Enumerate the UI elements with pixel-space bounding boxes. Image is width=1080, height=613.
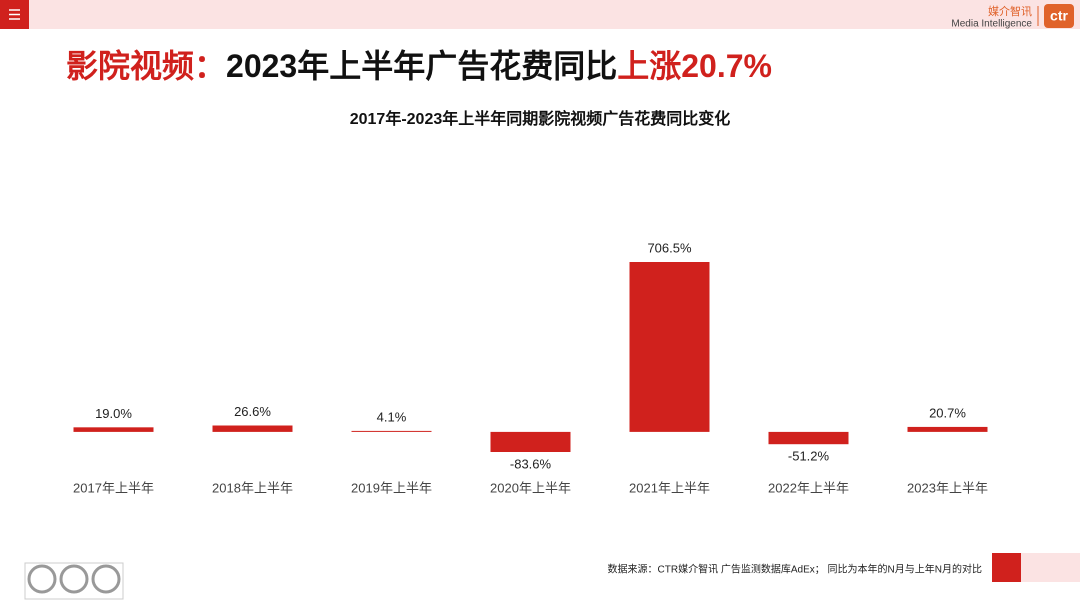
top-bar [0,0,1080,29]
data-label: 26.6% [234,404,271,419]
data-label: -83.6% [510,456,552,471]
x-tick-label: 2022年上半年 [768,480,849,495]
bar [351,430,432,432]
plot: 19.0% 2017年上半年 26.6% 2018年上半年 4.1% 2019年上半年 -8… [73,240,988,495]
x-tick-label: 2021年上半年 [629,480,710,495]
headline-prefix: 影院视频： [66,48,226,84]
data-label: 19.0% [95,406,132,421]
chart-title: 2017年-2023年上半年同期影院视频广告花费同比变化 [350,109,731,128]
certification-badges [24,562,124,600]
footer-block [992,553,1021,582]
bar [907,426,988,432]
x-tick-label: 2018年上半年 [212,480,293,495]
menu-icon [9,9,20,20]
data-label: 4.1% [377,409,407,424]
bar [212,425,293,432]
headline-highlight: 上涨20.7% [617,48,772,84]
bar [768,431,849,445]
bar [490,431,571,452]
x-tick-label: 2020年上半年 [490,480,571,495]
x-tick-label: 2017年上半年 [73,480,154,495]
footer-bar [1021,553,1080,582]
brand-en: Media Intelligence [951,19,1032,30]
logo: ctr [1050,8,1068,24]
brand-cn: 媒介智讯 [988,4,1032,18]
x-tick-label: 2023年上半年 [907,480,988,495]
bar [629,262,710,432]
data-label: 20.7% [929,405,966,420]
data-label: -51.2% [788,449,830,464]
source-note: 数据来源：CTR媒介智讯 广告监测数据库AdEx； 同比为本年的N月与上年N月的… [608,563,982,576]
logo-box [1044,4,1074,28]
data-label: 706.5% [647,240,692,255]
headline-middle: 2023年上半年广告花费同比 [226,48,617,84]
x-tick-label: 2019年上半年 [351,480,432,495]
bar [73,427,154,432]
headline: 影院视频：2023年上半年广告花费同比上涨20.7% [66,48,772,84]
